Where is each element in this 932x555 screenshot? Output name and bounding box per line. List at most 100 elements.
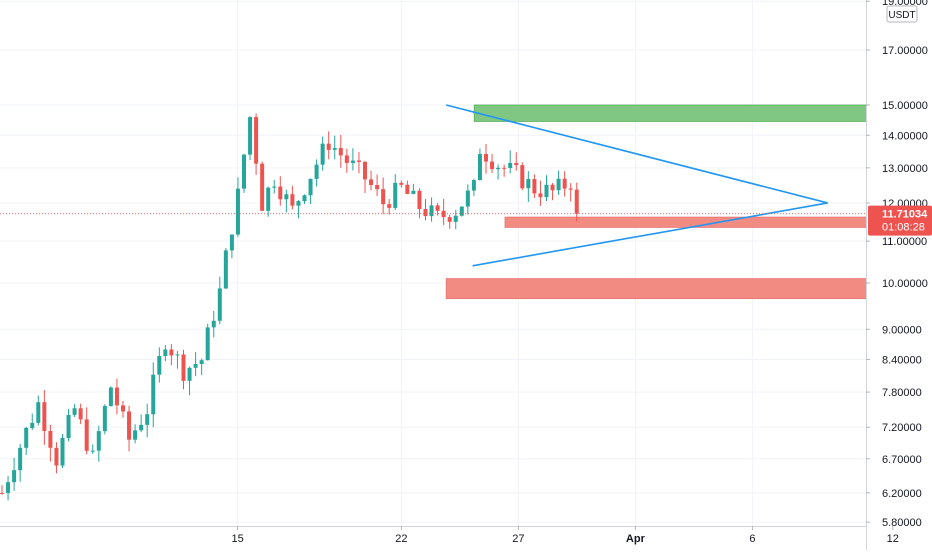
candle [320, 136, 325, 171]
candle-body [242, 154, 246, 189]
candle [296, 200, 301, 219]
candle-body [550, 184, 555, 191]
candle [508, 150, 513, 174]
triangle-lines[interactable] [446, 104, 828, 267]
candle-body [562, 178, 567, 189]
candle-body [193, 363, 198, 368]
candle-body [344, 155, 349, 163]
candle-body [417, 190, 422, 210]
y-tick-label: 9.00000 [882, 324, 922, 336]
candle-body [36, 402, 41, 423]
triangle-pattern [446, 104, 828, 267]
candle [471, 178, 476, 197]
candle [114, 378, 119, 415]
y-tick-label: 11.00000 [882, 236, 927, 248]
y-tick-label: 15.00000 [882, 100, 928, 112]
candle [484, 144, 488, 174]
candle-body [387, 204, 392, 208]
candle-body [90, 450, 95, 452]
candle-body [169, 349, 174, 356]
candle-body [127, 411, 132, 440]
candle [399, 180, 404, 188]
candle-body [338, 148, 343, 156]
candle-body [211, 320, 216, 328]
candle-body [459, 206, 464, 216]
y-tick-label: 7.20000 [882, 422, 922, 434]
candle-body [102, 406, 107, 432]
last-price-label-bg [868, 205, 932, 236]
candle-body [217, 288, 222, 321]
candle [381, 177, 386, 215]
candle-body [54, 447, 59, 466]
candle-body [296, 201, 301, 206]
candle-body [477, 154, 482, 181]
candle [544, 175, 549, 202]
candle-body [84, 419, 89, 451]
candle-body [290, 194, 295, 206]
candle-body [556, 178, 561, 191]
candle [96, 425, 101, 462]
candle-body [441, 210, 446, 218]
candle [465, 184, 470, 215]
candle [205, 323, 210, 361]
candle-body [260, 163, 265, 211]
x-tick-label: 15 [231, 533, 243, 545]
candle [308, 178, 313, 205]
candle-body [393, 182, 398, 208]
candle-body [447, 217, 452, 222]
candle [453, 210, 458, 230]
grid [0, 0, 894, 526]
candle-body [145, 414, 150, 425]
candle [199, 358, 204, 376]
candle [12, 457, 17, 491]
candle-body [490, 161, 495, 170]
candle [290, 185, 295, 210]
candle-body [235, 188, 240, 235]
candle-body [538, 193, 543, 198]
candle-body [42, 402, 47, 431]
candle [459, 206, 464, 217]
candle [344, 148, 349, 173]
candle [0, 485, 4, 495]
support-zone[interactable] [445, 278, 932, 300]
candle-body [278, 186, 283, 200]
candle [393, 174, 398, 211]
candle [229, 234, 234, 259]
resistance-zone[interactable] [473, 104, 932, 122]
candle-body [139, 424, 144, 431]
candle-body [320, 143, 325, 165]
candle-body [187, 367, 192, 381]
candle [181, 349, 186, 390]
candle-body [544, 184, 549, 198]
candle-body [72, 408, 77, 415]
candle [314, 159, 319, 187]
candle-body [429, 205, 434, 217]
candle-body [471, 180, 476, 191]
candle-body [175, 354, 180, 356]
candle [260, 161, 265, 211]
candle-body [223, 250, 228, 289]
candle [490, 154, 495, 174]
x-tick-label: 27 [512, 533, 524, 545]
currency-badge[interactable]: USDT [886, 5, 918, 23]
candle [405, 180, 410, 195]
candle-body [514, 162, 519, 166]
candle [356, 152, 361, 174]
candle-body [60, 437, 65, 466]
candle [447, 214, 452, 229]
currency-label: USDT [888, 10, 915, 21]
candle [66, 408, 71, 442]
currency-badge-bg [886, 5, 918, 23]
price-axis-bg[interactable] [866, 0, 932, 550]
candle [248, 116, 253, 161]
candle-body [356, 160, 361, 162]
candle [363, 160, 367, 194]
candle [133, 424, 138, 444]
zones [445, 104, 932, 300]
candle [72, 403, 77, 418]
candle [235, 177, 240, 237]
candle [108, 386, 113, 407]
